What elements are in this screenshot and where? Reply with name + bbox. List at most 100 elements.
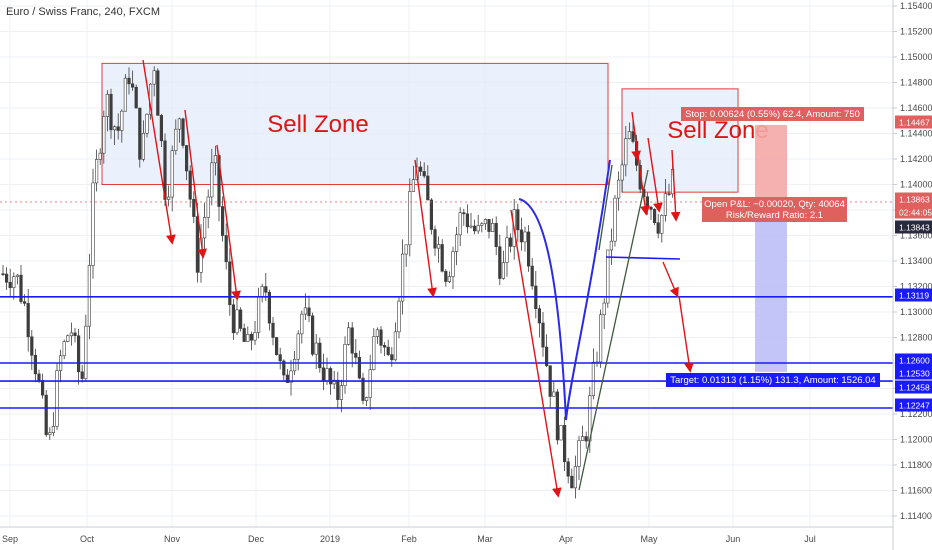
candle-down [131,83,135,88]
candle-up [577,440,581,467]
x-tick-label: 2019 [320,534,340,544]
downtrend-arrow [216,144,241,301]
y-tick-label: 1.13000 [900,307,932,317]
candle-down [382,345,387,348]
candle-down [422,171,426,177]
candle-down [37,373,41,381]
candle-up [404,244,408,255]
candle-up [343,343,347,387]
candle-up [12,276,16,289]
candle-down [487,219,491,232]
candle-up [627,131,631,140]
candle-up [167,196,171,200]
stop-label-box [681,107,864,121]
sell-zone-label: Sell Zone [267,111,368,138]
candle-up [91,182,95,266]
price-tag-label: 1.12530 [899,369,930,379]
candle-down [390,354,394,361]
price-tag-stop [895,115,932,129]
candle-up [95,159,99,184]
candle-down [231,304,236,334]
candle-down [249,333,254,341]
candle-up [235,309,239,334]
y-tick-label: 1.13400 [900,256,932,266]
downtrend-arrow [670,149,681,222]
price-tag-level [895,398,932,412]
candle-up [368,369,372,398]
candle-down [310,315,315,355]
candle-up [177,118,182,130]
candle-down [138,107,142,160]
candle-up [206,196,210,218]
x-tick-label: Jun [726,534,741,544]
candle-down [652,209,657,224]
candle-up [325,368,329,381]
candle-down [498,246,502,279]
candle-down [26,303,30,338]
candle-up [145,113,149,134]
candle-up [451,251,455,277]
candle-up [613,197,617,242]
candle-down [537,308,541,324]
candle-up [501,262,506,279]
candle-up [260,286,264,298]
candle-down [350,327,354,354]
y-tick-label: 1.15400 [900,1,932,11]
candle-up [48,432,52,435]
candle-up [303,307,308,315]
candle-down [224,235,228,263]
y-tick-label: 1.14000 [900,180,932,190]
candle-down [228,261,232,306]
y-tick-label: 1.12200 [900,409,932,419]
candle-up [246,333,250,342]
candle-up [141,132,146,160]
x-tick-label: Apr [559,534,573,544]
candle-up [296,333,300,360]
candle-up [174,128,178,151]
candle-up [620,164,624,181]
candle-up [203,217,207,239]
candle-up [346,327,351,345]
candle-up [120,110,124,131]
candle-down [109,93,113,131]
candle-down [386,346,390,355]
candle-up [62,341,66,357]
candle-up [598,314,603,363]
x-tick-label: Jul [804,534,816,544]
target-label-text: Target: 0.01313 (1.15%) 131.3, Amount: 1… [670,375,875,386]
candle-up [292,358,297,372]
candle-down [188,170,192,200]
candle-down [570,475,574,489]
candle-up [490,222,495,232]
candle-down [541,322,545,348]
candle-down [667,193,671,195]
x-tick-label: Sep [2,534,18,544]
candles [1,66,675,499]
candle-down [649,206,653,210]
candle-up [66,335,70,342]
candle-up [559,425,563,441]
candle-down [1,273,5,276]
candle-up [436,244,441,249]
price-tag-label: 02:44:05 [899,208,932,218]
candle-down [526,231,531,267]
y-tick-label: 1.15200 [900,27,932,37]
candle-down [318,342,322,369]
stop-label-text: Stop: 0.00624 (0.55%) 62.4, Amount: 750 [685,109,860,120]
candle-down [361,377,365,401]
x-tick-label: Oct [80,534,95,544]
candle-down [321,367,326,381]
candle-down [77,335,81,373]
price-tag-level [895,353,932,367]
candle-up [552,391,556,397]
x-tick-label: Mar [477,534,493,544]
price-tag-label: 1.13863 [899,195,930,205]
candle-up [105,93,109,117]
candle-down [354,352,358,358]
candle-up [372,336,376,371]
price-tag-label: 1.13843 [899,223,930,233]
candle-down [156,70,160,116]
candle-down [472,225,477,232]
candle-up [113,126,117,131]
